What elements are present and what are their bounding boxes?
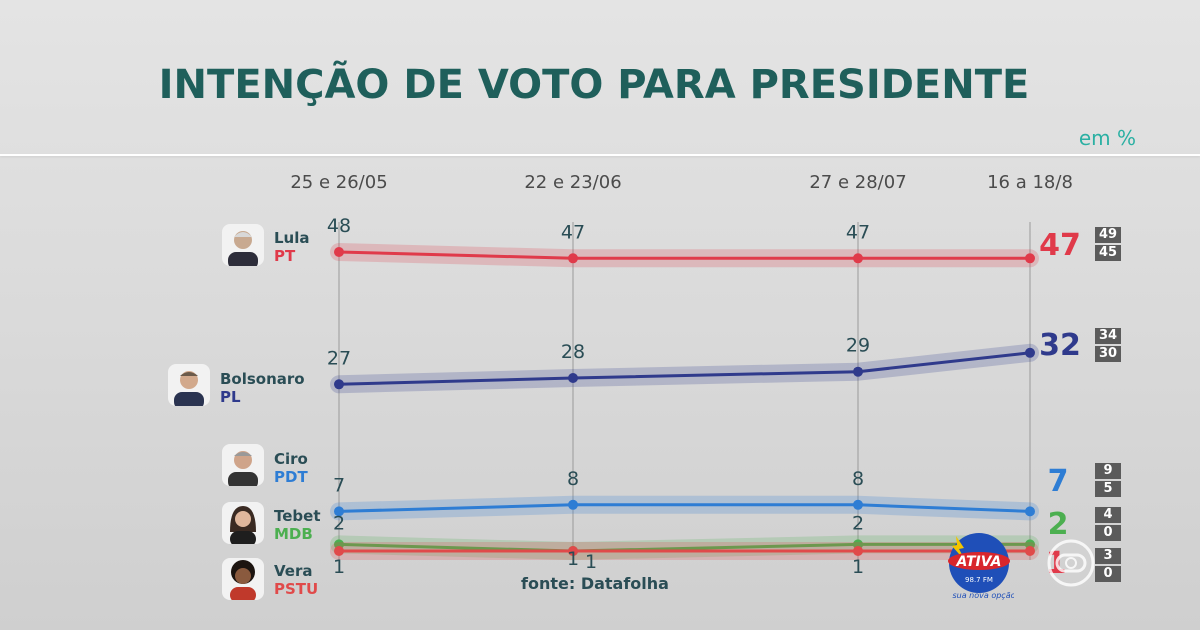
data-label-lula-1: 48: [327, 215, 351, 237]
point-lula-1: [334, 247, 344, 257]
party-mdb: MDB: [274, 525, 313, 543]
line-bolsonaro: [338, 351, 1031, 386]
final-value-ciro: 7: [1047, 464, 1069, 499]
unit-label: em %: [1078, 126, 1136, 150]
data-label-tebet-2: 1: [585, 551, 597, 573]
party-pl: PL: [220, 388, 241, 406]
line-ciro: [338, 503, 1031, 513]
party-pstu: PSTU: [274, 580, 319, 598]
data-label-vera-2: 1: [567, 548, 579, 570]
point-bolsonaro-1: [334, 379, 344, 390]
data-label-ciro-1: 7: [333, 474, 345, 496]
avatar-tebet: [222, 502, 264, 544]
range-low-tebet: 0: [1095, 525, 1121, 541]
point-ciro-4: [1025, 506, 1035, 517]
final-value-bolsonaro: 32: [1039, 328, 1081, 363]
x-tick-2: 22 e 23/06: [524, 172, 622, 193]
point-lula-2: [568, 253, 578, 264]
ativa-text: ATIVA: [956, 554, 1002, 570]
point-bolsonaro-3: [853, 366, 863, 377]
range-low-bolsonaro: 30: [1095, 346, 1121, 362]
final-value-tebet: 2: [1047, 507, 1069, 542]
label-ciro: Ciro: [274, 450, 308, 468]
label-lula: Lula: [274, 229, 310, 247]
range-high-vera: 3: [1095, 548, 1121, 564]
line-lula: [338, 250, 1030, 260]
data-label-bolsonaro-1: 27: [327, 347, 351, 369]
source-note: fonte: Datafolha: [521, 574, 669, 593]
point-ciro-1: [334, 506, 344, 517]
label-vera: Vera: [274, 562, 313, 580]
point-vera-4: [1025, 546, 1035, 556]
ativa-freq: 98.7 FM: [965, 576, 993, 584]
data-label-vera-3: 1: [852, 556, 864, 578]
data-label-bolsonaro-2: 28: [561, 341, 585, 363]
x-tick-3: 27 e 28/07: [809, 172, 907, 193]
data-label-ciro-2: 8: [567, 468, 579, 490]
chart-title: INTENÇÃO DE VOTO PARA PRESIDENTE: [158, 62, 1030, 108]
point-ciro-2: [568, 499, 578, 510]
party-pt: PT: [274, 247, 296, 265]
x-tick-1: 25 e 26/05: [290, 172, 388, 193]
line-tebet: [338, 542, 1030, 553]
label-tebet: Tebet: [274, 507, 321, 525]
x-tick-4: 16 a 18/8: [987, 172, 1073, 193]
ativa-radio-logo: ATIVA 98.7 FM sua nova opção: [944, 530, 1016, 600]
point-vera-1: [334, 546, 344, 556]
range-high-lula: 49: [1095, 227, 1121, 243]
data-label-bolsonaro-3: 29: [846, 335, 870, 357]
data-label-tebet-1: 2: [333, 512, 345, 534]
avatar-ciro: [222, 444, 264, 486]
point-bolsonaro-2: [568, 373, 578, 383]
point-lula-3: [853, 253, 863, 264]
range-low-ciro: 5: [1095, 481, 1121, 497]
party-pdt: PDT: [274, 468, 308, 486]
globo-logo: [1046, 538, 1096, 588]
data-label-lula-3: 47: [846, 221, 870, 243]
label-bolsonaro: Bolsonaro: [220, 370, 305, 388]
range-high-tebet: 4: [1095, 507, 1121, 523]
range-high-ciro: 9: [1095, 463, 1121, 479]
final-value-lula: 47: [1039, 228, 1081, 263]
data-label-tebet-3: 2: [852, 512, 864, 534]
avatar-bolsonaro: [168, 364, 210, 406]
point-lula-4: [1025, 253, 1035, 264]
range-low-vera: 0: [1095, 566, 1121, 582]
range-high-bolsonaro: 34: [1095, 328, 1121, 344]
point-ciro-3: [853, 499, 863, 510]
header-divider: [0, 154, 1200, 156]
band-bolsonaro: [330, 343, 1039, 394]
point-vera-3: [853, 546, 863, 556]
data-label-ciro-3: 8: [852, 468, 864, 490]
data-label-lula-2: 47: [561, 221, 585, 243]
point-vera-2: [568, 546, 578, 556]
avatar-lula: [222, 224, 264, 266]
ativa-slogan: sua nova opção: [953, 591, 1015, 600]
range-low-lula: 45: [1095, 245, 1121, 261]
avatar-vera: [222, 558, 264, 600]
point-bolsonaro-4: [1025, 347, 1035, 358]
data-label-vera-1: 1: [333, 556, 345, 578]
